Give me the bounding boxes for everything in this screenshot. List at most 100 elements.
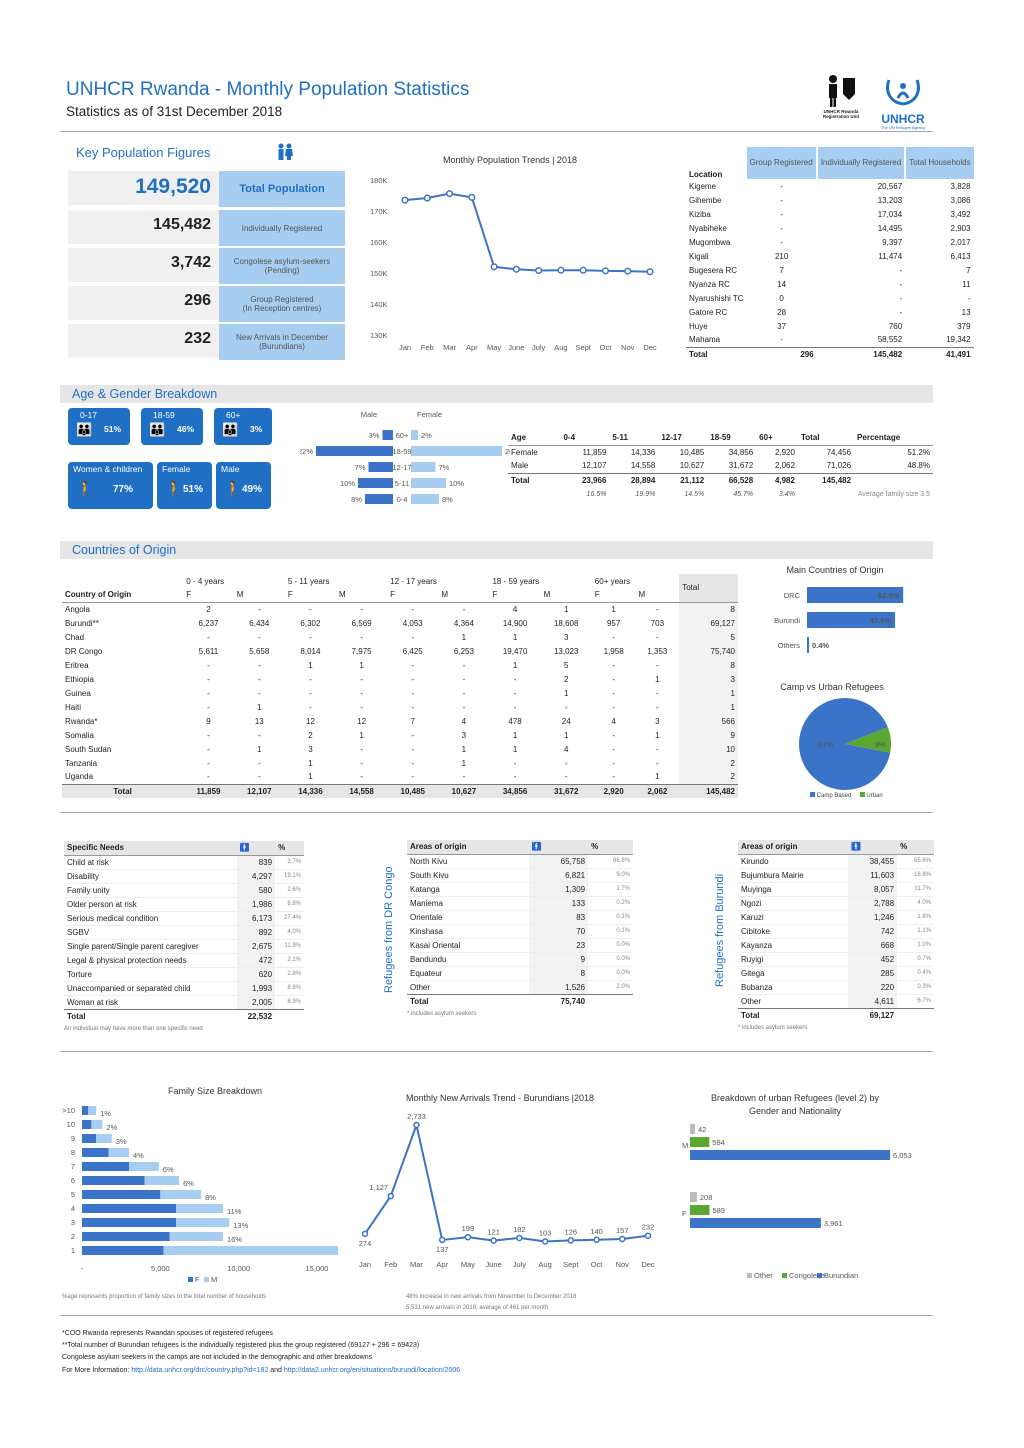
camp-slice xyxy=(799,698,891,790)
need-name: Child at risk xyxy=(67,857,109,867)
burundi-area-row: Kirundo 38,455 55.6% xyxy=(738,854,934,868)
age-box-pct: 51% xyxy=(104,424,122,434)
drc-area-pct: 0.1% xyxy=(616,914,630,920)
country-name: Rwanda* xyxy=(65,716,98,726)
location-row: Huye 37 760 379 xyxy=(686,319,974,333)
kpi-label-main: Individually Registered xyxy=(241,223,323,233)
location-value: - xyxy=(780,223,783,233)
country-value: 5,611 xyxy=(198,646,219,656)
burundi-area-row: Karuzi 1,246 1.8% xyxy=(738,910,934,924)
other-label: 42 xyxy=(698,1125,706,1134)
x-tick-label: July xyxy=(513,1260,527,1269)
footnote-1: *COO Rwanda represents Rwandan spouses o… xyxy=(62,1330,273,1337)
need-row: Legal & physical protection needs 472 2.1% xyxy=(64,953,304,967)
location-value: 11 xyxy=(962,279,971,289)
burundi-area-pct: 0.7% xyxy=(917,956,931,962)
family-size-note: %age represents proportion of family siz… xyxy=(62,1294,267,1300)
country-value: - xyxy=(612,660,615,670)
age-table-wrap: Age 0-4 5-11 12-17 18-59 60+ Total Percentage F… xyxy=(508,431,933,501)
country-value: - xyxy=(612,702,615,712)
group-registered-col: Group Registered xyxy=(746,147,818,179)
x-tick-label: Nov xyxy=(616,1260,630,1269)
drc-data-link[interactable]: http://data.unhcr.org/drc/country.php?id… xyxy=(131,1367,269,1374)
location-value: - xyxy=(780,237,783,247)
drc-area-total-blank xyxy=(588,993,633,1008)
country-value: - xyxy=(612,674,615,684)
location-value: - xyxy=(780,181,783,191)
country-value: 1 xyxy=(611,604,616,614)
trend-point xyxy=(445,190,454,198)
location-col: Location xyxy=(689,170,723,179)
location-row: Gatore RC 28 - 13 xyxy=(686,305,974,319)
location-value: 14,495 xyxy=(877,223,903,233)
location-name: Nyanza RC xyxy=(689,279,730,289)
countries-total-cell: 31,672 xyxy=(540,783,592,798)
trend-point xyxy=(624,267,632,275)
other-bar xyxy=(690,1192,697,1202)
gender-box-label: Female xyxy=(162,464,191,474)
country-name: Ethiopia xyxy=(65,674,94,684)
urban-legend-label: Urban xyxy=(866,793,883,799)
country-value: - xyxy=(257,758,261,768)
burundi-area-total-row: Total 69,127 xyxy=(738,1007,934,1022)
legend-swatch xyxy=(747,1273,752,1278)
main-origin-title: Main Countries of Origin xyxy=(786,565,884,575)
country-value: - xyxy=(411,604,415,614)
burundi-area-row: Muyinga 8,057 11.7% xyxy=(738,882,934,896)
drc-area-row: Kinshasa 70 0.1% xyxy=(407,924,633,938)
arrivals-point xyxy=(567,1237,575,1244)
location-value: 210 xyxy=(774,251,789,261)
family-size-pct: 8% xyxy=(205,1193,216,1202)
need-total-blank xyxy=(275,1008,304,1023)
country-value: 3 xyxy=(563,632,569,642)
kpi-label-main: Total Population xyxy=(239,183,325,195)
burundi-area-pct: 4.0% xyxy=(917,900,931,906)
male-pct: 8% xyxy=(351,495,362,504)
country-value: 8 xyxy=(679,602,738,616)
age-table-cell: Male xyxy=(511,461,529,471)
age-total-row: Total 23,966 28,894 21,112 66,528 4,982 145,48… xyxy=(508,472,933,487)
age-total-cell: 21,112 xyxy=(658,472,708,487)
country-value: 2 xyxy=(679,756,738,770)
location-value: 13,203 xyxy=(877,195,903,205)
country-value: - xyxy=(207,702,210,712)
country-value: - xyxy=(360,702,363,712)
divider-3 xyxy=(60,1051,933,1052)
kpi-label-main: Congolese asylum-seekers xyxy=(233,257,331,266)
x-tick-label: Aug xyxy=(538,1260,551,1269)
age-table-header: Percentage xyxy=(857,433,901,443)
origin-pct: 47.6% xyxy=(870,616,892,625)
need-count: 580 xyxy=(236,883,276,897)
age-group-head: 12 - 17 years xyxy=(390,576,437,586)
country-value: - xyxy=(411,632,415,642)
trend-point xyxy=(646,268,654,276)
countries-total-cell: 2,062 xyxy=(635,783,680,798)
age-table-cell: 2,062 xyxy=(774,461,795,471)
age-table: Age 0-4 5-11 12-17 18-59 60+ Total Percentage F… xyxy=(508,431,933,501)
female-bar xyxy=(82,1190,161,1199)
drc-area-row: Orientale 83 0.1% xyxy=(407,910,633,924)
family-size-category: 6 xyxy=(71,1176,75,1185)
age-pct-cell xyxy=(508,487,560,501)
age-table-header: Total xyxy=(800,433,820,443)
arrivals-point xyxy=(387,1192,394,1200)
location-value: - xyxy=(780,335,783,345)
sex-head: M xyxy=(236,590,244,600)
country-value: - xyxy=(656,632,659,642)
origin-name: DRC xyxy=(784,591,801,600)
location-row: Kigeme - 20,567 3,828 xyxy=(686,179,974,193)
x-tick-label: Sept xyxy=(575,343,591,352)
kpi-row: 149,520 Total Population xyxy=(68,171,345,207)
female-bar xyxy=(82,1120,92,1129)
age-group-head: Total xyxy=(679,574,738,602)
country-value: - xyxy=(360,772,363,782)
need-pct: 27.4% xyxy=(283,915,301,921)
location-row: Gihembe - 13,203 3,086 xyxy=(686,193,974,207)
location-name: Bugesera RC xyxy=(689,265,738,275)
burundi-data-link[interactable]: http://data2.unhcr.org/en/situations/bur… xyxy=(283,1367,461,1374)
arrivals-point xyxy=(413,1121,420,1129)
family-size-category: 7 xyxy=(71,1162,75,1171)
female-bar xyxy=(82,1148,109,1157)
burundi-area-count: 2,788 xyxy=(848,896,898,910)
country-value: - xyxy=(360,632,363,642)
